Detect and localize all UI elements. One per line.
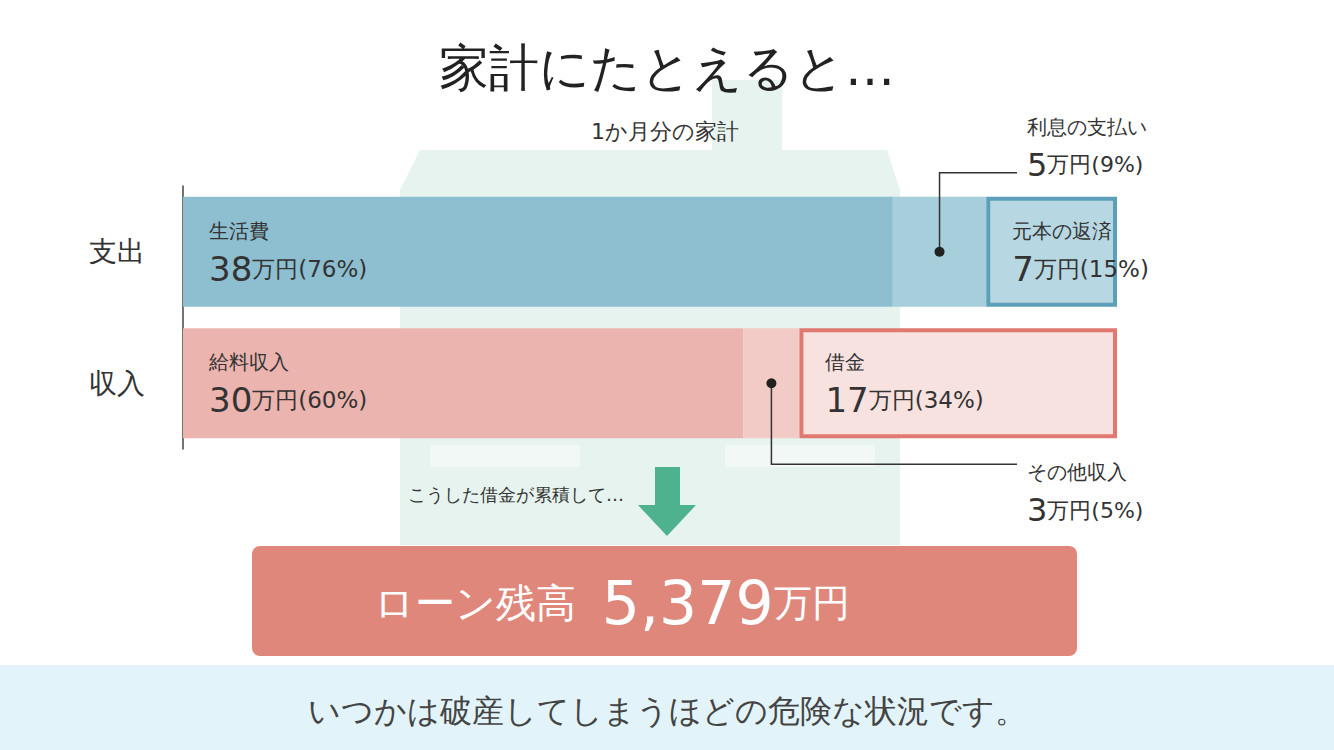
svg-text:収入: 収入 (89, 367, 145, 400)
svg-text:ローン残高: ローン残高 (374, 580, 576, 626)
svg-text:万円(15%): 万円(15%) (1034, 256, 1149, 282)
svg-text:借金: 借金 (825, 350, 865, 374)
svg-text:利息の支払い: 利息の支払い (1027, 115, 1147, 139)
svg-text:3: 3 (1027, 491, 1047, 529)
svg-text:万円: 万円 (774, 581, 850, 625)
svg-text:38: 38 (209, 249, 252, 289)
svg-text:万円(76%): 万円(76%) (252, 256, 367, 282)
svg-text:5: 5 (1027, 146, 1047, 184)
svg-text:17: 17 (825, 380, 868, 420)
svg-text:30: 30 (209, 380, 252, 420)
svg-text:1か月分の家計: 1か月分の家計 (591, 119, 739, 144)
svg-text:7: 7 (1012, 249, 1034, 289)
svg-text:5,379: 5,379 (602, 568, 774, 638)
svg-text:いつかは破産してしまうほどの危険な状況です。: いつかは破産してしまうほどの危険な状況です。 (308, 692, 1027, 730)
svg-text:家計にたとえると…: 家計にたとえると… (439, 39, 895, 97)
svg-text:こうした借金が累積して…: こうした借金が累積して… (408, 484, 624, 505)
svg-text:給料収入: 給料収入 (208, 350, 289, 374)
svg-text:万円(5%): 万円(5%) (1047, 498, 1143, 523)
svg-text:万円(9%): 万円(9%) (1047, 152, 1143, 177)
svg-text:万円(60%): 万円(60%) (252, 387, 367, 413)
svg-text:支出: 支出 (89, 235, 145, 268)
svg-text:生活費: 生活費 (209, 219, 269, 243)
svg-text:元本の返済: 元本の返済 (1012, 219, 1112, 243)
svg-text:万円(34%): 万円(34%) (869, 387, 984, 413)
svg-text:その他収入: その他収入 (1027, 460, 1127, 484)
